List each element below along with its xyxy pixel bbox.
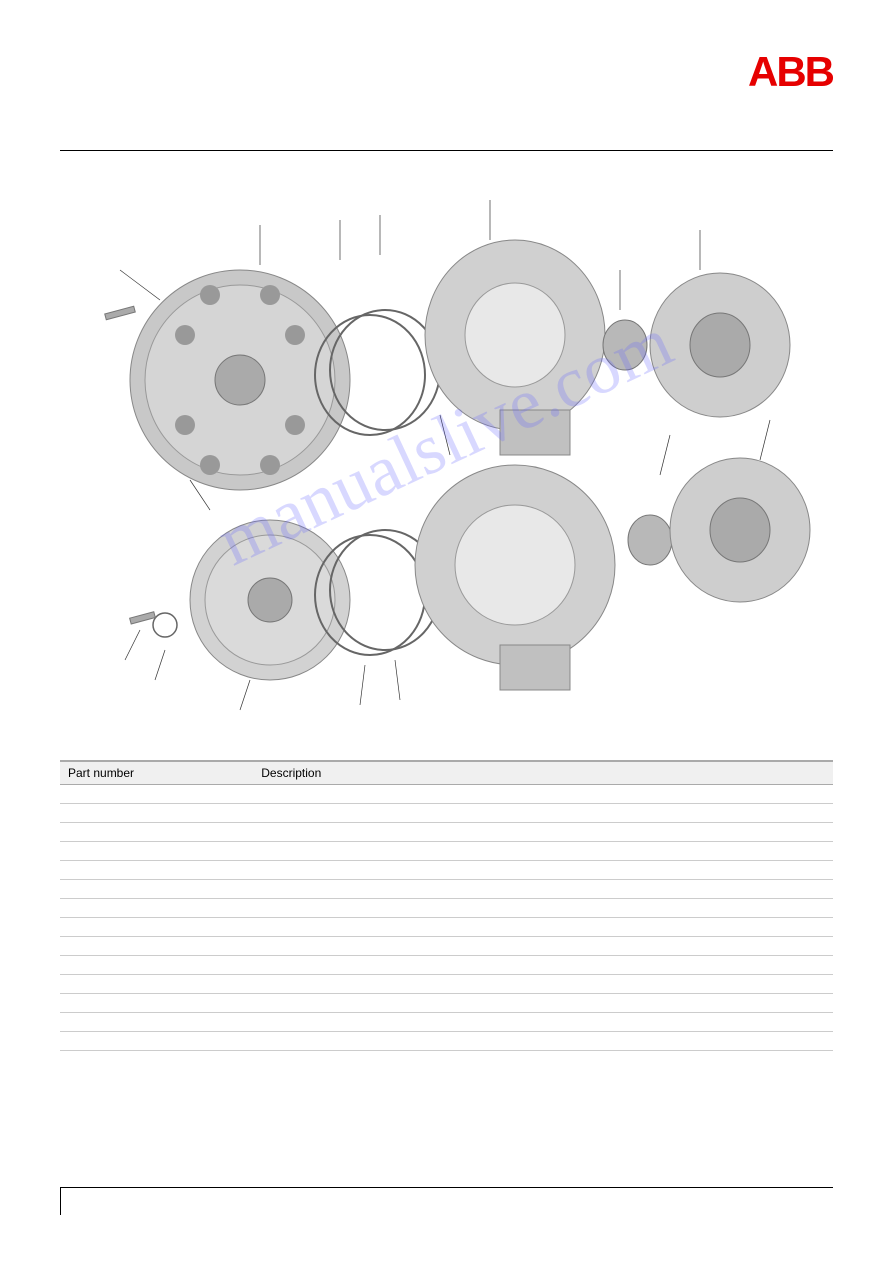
table-row xyxy=(60,842,833,861)
parts-table: Part number Description xyxy=(60,760,833,1051)
table-row xyxy=(60,899,833,918)
footer-divider xyxy=(60,1187,833,1188)
header-divider xyxy=(60,150,833,151)
table-row xyxy=(60,861,833,880)
abb-logo: ABB xyxy=(748,48,833,96)
table-row xyxy=(60,880,833,899)
table-row xyxy=(60,823,833,842)
table-row xyxy=(60,804,833,823)
table-row xyxy=(60,785,833,804)
col-description: Description xyxy=(253,761,833,785)
table-row xyxy=(60,937,833,956)
exploded-diagram xyxy=(60,170,833,720)
table-row xyxy=(60,994,833,1013)
table-header-row: Part number Description xyxy=(60,761,833,785)
table-row xyxy=(60,1032,833,1051)
table-row xyxy=(60,956,833,975)
parts-diagram-svg xyxy=(60,170,833,720)
footer-tick-mark xyxy=(60,1188,61,1215)
table-row xyxy=(60,1013,833,1032)
table-row xyxy=(60,975,833,994)
table-row xyxy=(60,918,833,937)
col-part-number: Part number xyxy=(60,761,253,785)
